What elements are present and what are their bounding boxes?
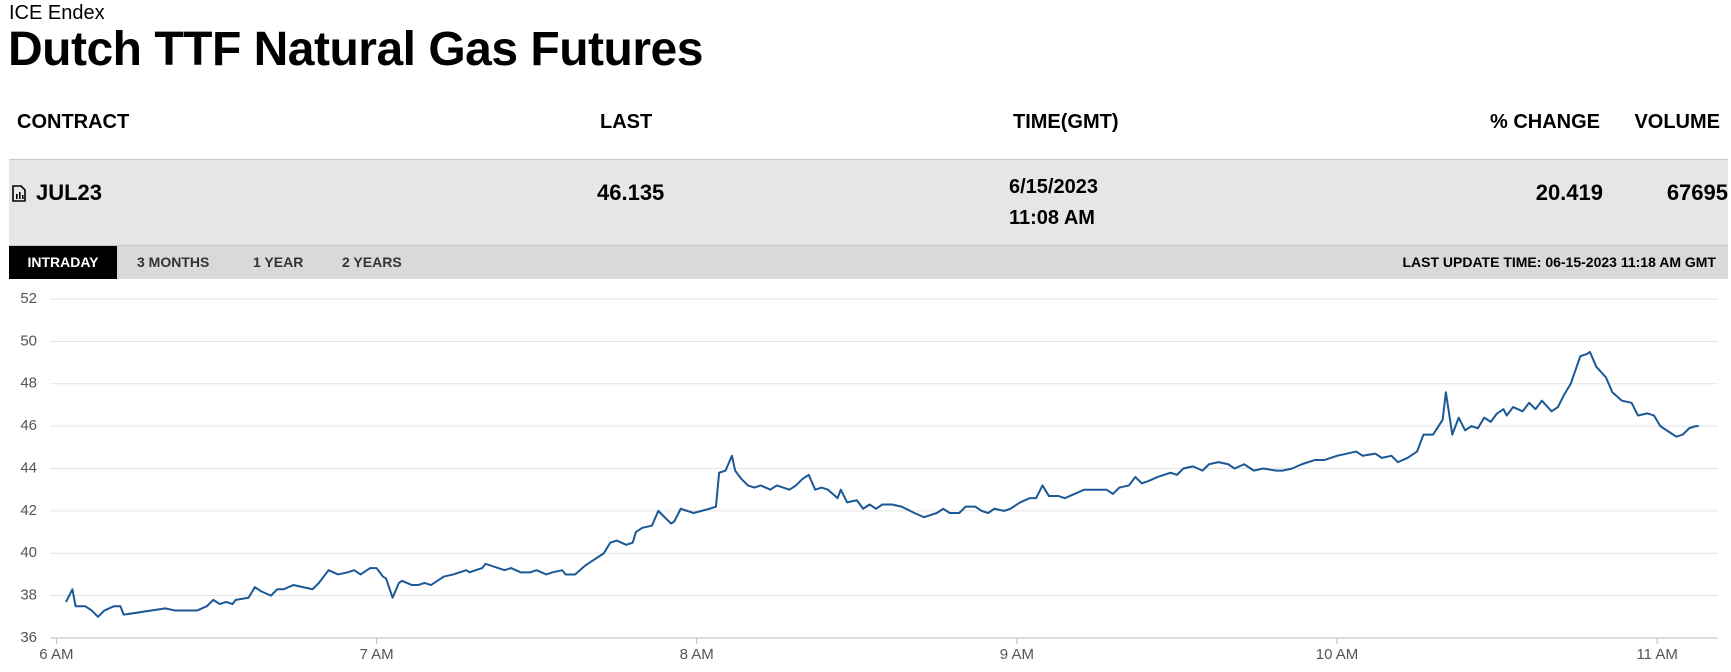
x-tick-label: 9 AM bbox=[1000, 646, 1034, 663]
tab[interactable]: INTRADAY bbox=[9, 246, 117, 279]
tab[interactable]: 2 YEARS bbox=[342, 254, 402, 270]
x-tick-label: 7 AM bbox=[359, 646, 393, 663]
y-tick-label: 42 bbox=[20, 502, 37, 519]
last-price: 46.135 bbox=[597, 180, 665, 205]
trade-date: 6/15/2023 bbox=[1009, 176, 1098, 198]
percent-change: 20.419 bbox=[1535, 180, 1603, 205]
y-tick-label: 38 bbox=[20, 587, 37, 604]
tab[interactable]: 3 MONTHS bbox=[137, 254, 210, 270]
volume: 67695 bbox=[1666, 180, 1728, 205]
y-tick-label: 50 bbox=[20, 332, 37, 349]
y-tick-label: 46 bbox=[20, 417, 37, 434]
column-header: VOLUME bbox=[1634, 111, 1720, 133]
tab-bar: INTRADAY 3 MONTHS 1 YEAR 2 YEARS LAST UP… bbox=[9, 246, 1728, 279]
contract-name: JUL23 bbox=[36, 180, 103, 205]
last-update: LAST UPDATE TIME: 06-15-2023 11:18 AM GM… bbox=[1402, 254, 1716, 270]
document-icon bbox=[12, 185, 26, 202]
exchange-label: ICE Endex bbox=[9, 2, 105, 24]
contract-row[interactable]: JUL23 46.135 6/15/2023 11:08 AM 20.419 6… bbox=[9, 159, 1728, 246]
trade-time: 11:08 AM bbox=[1009, 207, 1095, 229]
y-tick-label: 48 bbox=[20, 375, 37, 392]
x-tick-label: 11 AM bbox=[1636, 646, 1677, 663]
column-header: CONTRACT bbox=[17, 111, 130, 133]
price-line bbox=[65, 350, 1699, 618]
y-tick-label: 40 bbox=[20, 544, 37, 561]
y-tick-label: 44 bbox=[20, 459, 37, 476]
x-tick-label: 6 AM bbox=[39, 646, 73, 663]
column-header: TIME(GMT) bbox=[1013, 111, 1119, 133]
x-tick-label: 8 AM bbox=[680, 646, 714, 663]
tab[interactable]: 1 YEAR bbox=[253, 254, 304, 270]
y-tick-label: 52 bbox=[20, 290, 37, 307]
x-tick-label: 10 AM bbox=[1316, 646, 1359, 663]
column-header: % CHANGE bbox=[1489, 111, 1600, 133]
page-title: Dutch TTF Natural Gas Futures bbox=[8, 23, 703, 76]
chart: 36 38 40 42 44 46 48 50 52 6 AM 7 AM 8 AM 9 AM 10 AM 1… bbox=[20, 290, 1718, 663]
y-tick-label: 36 bbox=[20, 629, 37, 646]
column-header: LAST bbox=[600, 111, 653, 133]
